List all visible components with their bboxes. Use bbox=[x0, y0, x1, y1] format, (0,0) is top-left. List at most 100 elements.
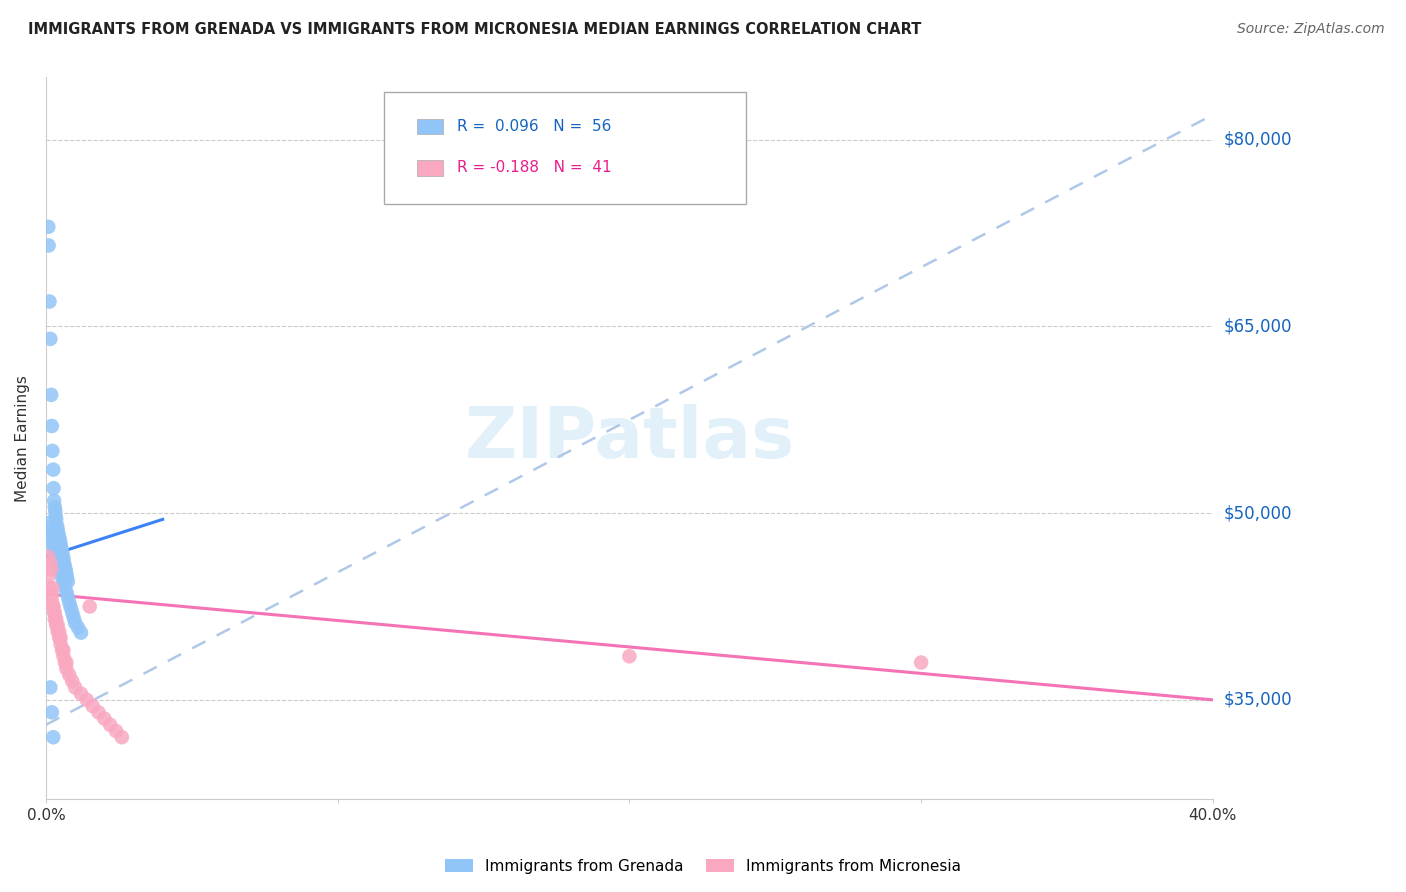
FancyBboxPatch shape bbox=[418, 119, 443, 135]
Point bbox=[42, 481, 65, 495]
Point bbox=[39, 332, 62, 346]
Point bbox=[67, 621, 90, 635]
Point bbox=[53, 656, 76, 670]
Point bbox=[60, 674, 83, 689]
Point bbox=[44, 500, 66, 514]
Text: $65,000: $65,000 bbox=[1225, 318, 1292, 335]
Point bbox=[93, 712, 115, 726]
Text: $50,000: $50,000 bbox=[1225, 504, 1292, 522]
Text: Source: ZipAtlas.com: Source: ZipAtlas.com bbox=[1237, 22, 1385, 37]
Point bbox=[46, 522, 69, 536]
Point bbox=[42, 730, 65, 744]
Point bbox=[39, 681, 62, 695]
Point bbox=[38, 521, 60, 535]
Point bbox=[41, 706, 63, 720]
Point bbox=[41, 531, 63, 545]
Point bbox=[38, 294, 60, 309]
Point bbox=[58, 668, 80, 682]
Point bbox=[56, 571, 79, 585]
Point bbox=[63, 681, 86, 695]
Point bbox=[42, 599, 65, 614]
Point bbox=[46, 624, 69, 639]
Point bbox=[38, 568, 60, 582]
Point bbox=[55, 586, 77, 600]
Point bbox=[70, 625, 93, 640]
Point bbox=[55, 662, 77, 676]
Point bbox=[55, 656, 77, 670]
Point bbox=[55, 563, 77, 577]
Point bbox=[49, 566, 72, 580]
Point bbox=[48, 561, 70, 575]
Point bbox=[58, 596, 80, 610]
Text: R = -0.188   N =  41: R = -0.188 N = 41 bbox=[457, 161, 612, 175]
Point bbox=[49, 637, 72, 651]
FancyBboxPatch shape bbox=[384, 92, 747, 203]
Point bbox=[45, 551, 67, 566]
FancyBboxPatch shape bbox=[418, 160, 443, 176]
Point bbox=[48, 530, 70, 544]
Point bbox=[48, 624, 70, 639]
Point bbox=[37, 549, 59, 564]
Point bbox=[87, 706, 110, 720]
Text: ZIPatlas: ZIPatlas bbox=[464, 404, 794, 473]
Point bbox=[41, 536, 63, 550]
Point bbox=[39, 388, 62, 402]
Legend: Immigrants from Grenada, Immigrants from Micronesia: Immigrants from Grenada, Immigrants from… bbox=[439, 853, 967, 880]
Point bbox=[39, 526, 62, 541]
Point bbox=[59, 600, 82, 615]
Point bbox=[52, 552, 75, 566]
Text: $80,000: $80,000 bbox=[1225, 131, 1292, 149]
Point bbox=[46, 556, 69, 570]
Point bbox=[41, 587, 63, 601]
Point bbox=[38, 238, 60, 252]
Point bbox=[56, 574, 79, 589]
Point bbox=[910, 656, 932, 670]
Point bbox=[82, 699, 104, 714]
Point bbox=[38, 581, 60, 595]
Point bbox=[76, 693, 98, 707]
Point bbox=[45, 618, 67, 632]
Point bbox=[56, 591, 79, 605]
Point bbox=[619, 649, 641, 664]
Point bbox=[45, 612, 67, 626]
Point bbox=[49, 533, 72, 548]
Point bbox=[37, 219, 59, 234]
Point bbox=[42, 541, 65, 555]
Point bbox=[46, 526, 69, 541]
Point bbox=[52, 649, 75, 664]
Point bbox=[49, 537, 72, 551]
Point bbox=[41, 419, 63, 434]
Point bbox=[46, 518, 69, 533]
Point bbox=[60, 606, 83, 620]
Point bbox=[38, 516, 60, 530]
Point bbox=[63, 615, 86, 630]
Point bbox=[51, 545, 73, 559]
Point bbox=[41, 593, 63, 607]
Text: IMMIGRANTS FROM GRENADA VS IMMIGRANTS FROM MICRONESIA MEDIAN EARNINGS CORRELATIO: IMMIGRANTS FROM GRENADA VS IMMIGRANTS FR… bbox=[28, 22, 921, 37]
Point bbox=[98, 718, 121, 732]
Point bbox=[44, 606, 66, 620]
Point bbox=[55, 567, 77, 582]
Point bbox=[52, 575, 75, 590]
Point bbox=[46, 618, 69, 632]
Point bbox=[49, 631, 72, 645]
Point bbox=[62, 610, 84, 624]
Point bbox=[51, 571, 73, 585]
Point bbox=[41, 581, 63, 595]
Point bbox=[79, 599, 101, 614]
Text: $35,000: $35,000 bbox=[1225, 691, 1292, 709]
Point bbox=[49, 541, 72, 555]
Point bbox=[44, 606, 66, 620]
Point bbox=[42, 462, 65, 476]
Point bbox=[52, 643, 75, 657]
Point bbox=[44, 493, 66, 508]
Point bbox=[45, 512, 67, 526]
Point bbox=[41, 443, 63, 458]
Point bbox=[44, 503, 66, 517]
Point bbox=[53, 581, 76, 595]
Point bbox=[44, 612, 66, 626]
Point bbox=[45, 508, 67, 523]
Point bbox=[39, 556, 62, 570]
Point bbox=[52, 549, 75, 563]
Point bbox=[48, 631, 70, 645]
